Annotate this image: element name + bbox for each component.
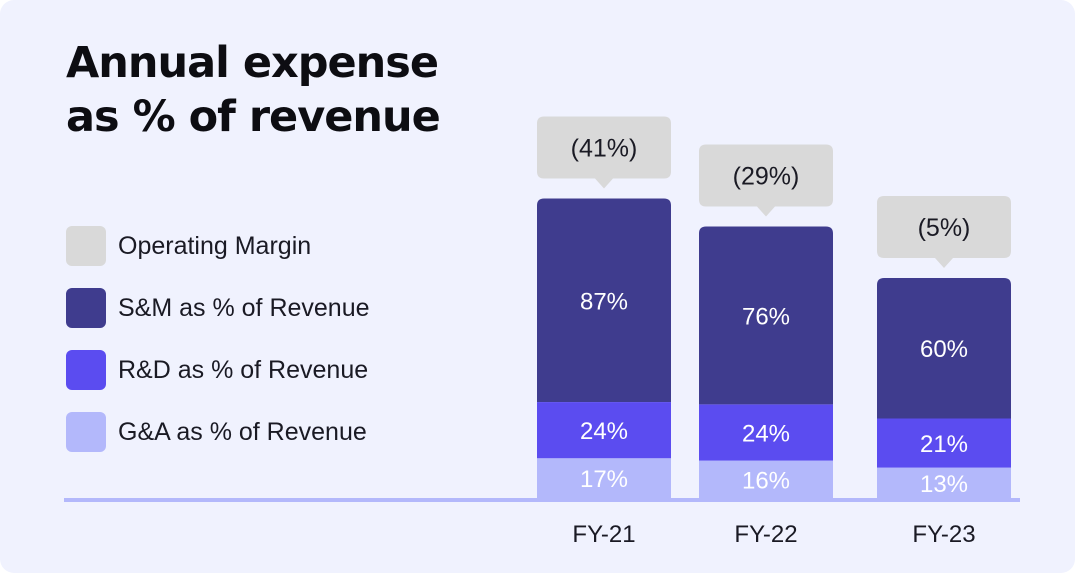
legend-label: G&A as % of Revenue xyxy=(118,418,367,446)
legend-swatch xyxy=(66,288,106,328)
legend-label: S&M as % of Revenue xyxy=(118,294,370,322)
operating-margin-callout-fy-21 xyxy=(537,116,671,189)
legend-swatch xyxy=(66,412,106,452)
legend-swatch xyxy=(66,226,106,266)
bar-segment-fy-21-sm xyxy=(537,198,671,403)
bar-segment-fy-23-sm xyxy=(877,278,1011,419)
chart-title: Annual expense as % of revenue xyxy=(66,36,486,144)
bar-segment-fy-21-ga xyxy=(537,458,671,498)
bar-segment-fy-23-rd xyxy=(877,418,1011,468)
bar-value-label: 24% xyxy=(742,420,790,447)
operating-margin-callout-fy-23 xyxy=(877,196,1011,269)
bar-segment-fy-23-ga xyxy=(877,467,1011,498)
bar-segment-fy-22-ga xyxy=(699,460,833,498)
title-line-1: Annual expense xyxy=(66,38,439,88)
bar-value-label: 76% xyxy=(742,303,790,330)
bar-value-label: 21% xyxy=(920,431,968,458)
x-axis-line xyxy=(64,498,1020,502)
bar-segment-fy-21-rd xyxy=(537,402,671,459)
bar-value-label: 87% xyxy=(580,288,628,315)
bar-value-label: 60% xyxy=(920,336,968,363)
bar-segment-fy-22-rd xyxy=(699,404,833,461)
operating-margin-callout-fy-22 xyxy=(699,144,833,217)
x-tick-label: FY-23 xyxy=(912,521,975,548)
bar-value-label: 24% xyxy=(580,418,628,445)
legend-swatch xyxy=(66,350,106,390)
legend-label: R&D as % of Revenue xyxy=(118,356,369,384)
operating-margin-label: (41%) xyxy=(571,134,638,162)
bar-value-label: 13% xyxy=(920,471,968,498)
bar-value-label: 16% xyxy=(742,467,790,494)
title-line-2: as % of revenue xyxy=(66,92,441,142)
bar-segment-fy-22-sm xyxy=(699,226,833,405)
bar-value-label: 17% xyxy=(580,466,628,493)
legend-label: Operating Margin xyxy=(118,232,312,260)
operating-margin-label: (5%) xyxy=(918,214,971,242)
x-tick-label: FY-22 xyxy=(734,521,797,548)
x-tick-label: FY-21 xyxy=(572,521,635,548)
operating-margin-label: (29%) xyxy=(733,163,800,191)
